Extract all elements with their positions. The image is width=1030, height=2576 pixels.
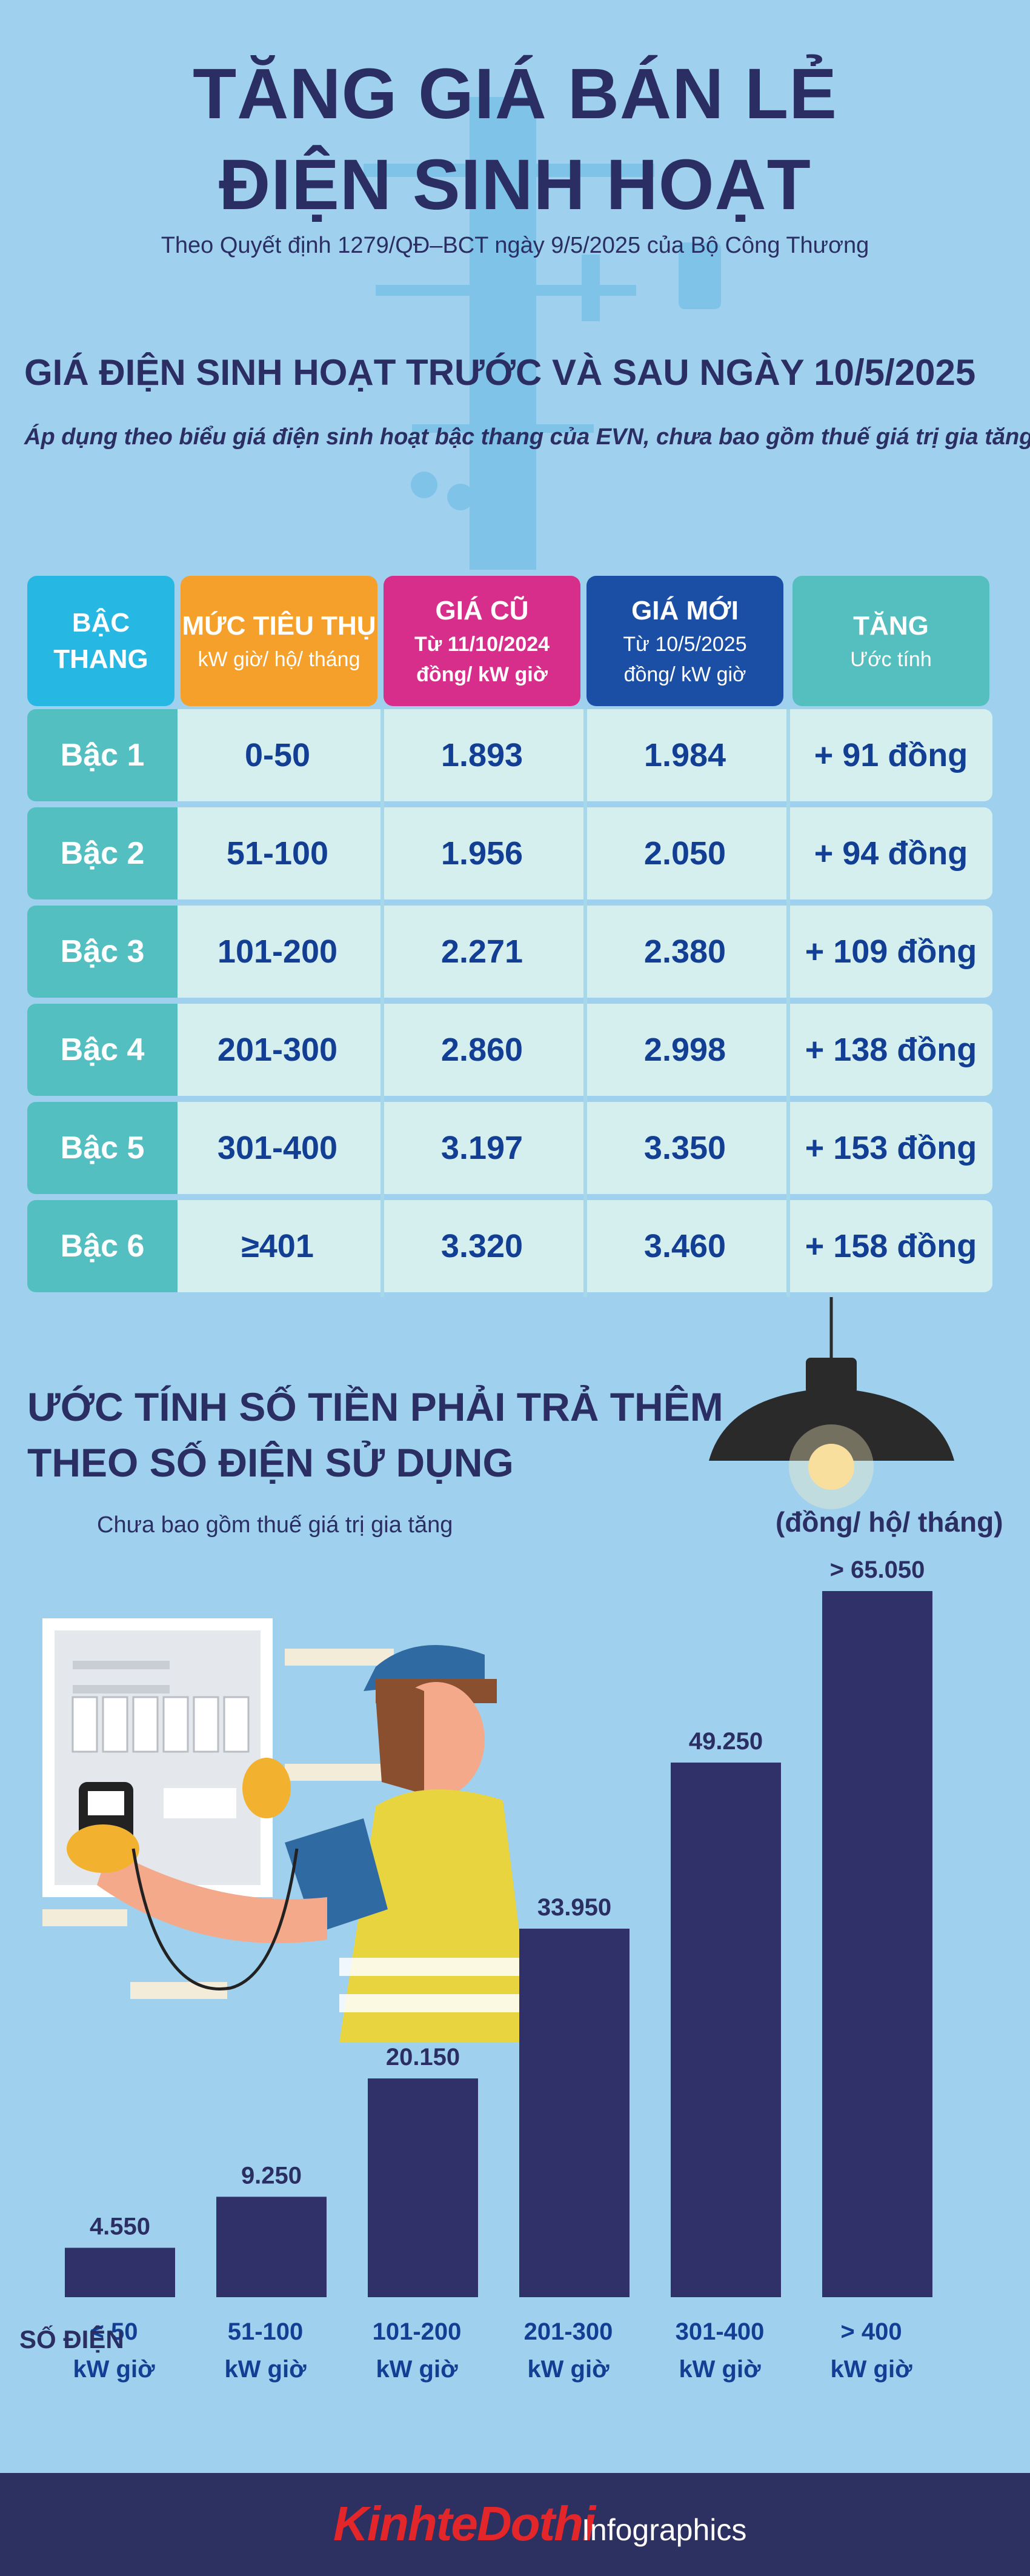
chart-category-label: 301-400 xyxy=(676,2318,765,2345)
header-consumption-line2: kW giờ/ hộ/ tháng xyxy=(198,647,360,671)
brand-suffix: Infographics xyxy=(582,2513,747,2547)
table-column-separator xyxy=(583,709,587,1297)
table-cell-old: 1.956 xyxy=(440,835,523,872)
utility-pole-illustration xyxy=(364,97,721,570)
chart-data-label: 9.250 xyxy=(241,2162,302,2189)
table-cell-range: ≥401 xyxy=(241,1228,314,1264)
section2-title: ƯỚC TÍNH SỐ TIỀN PHẢI TRẢ THÊM THEO SỐ Đ… xyxy=(27,1379,723,1490)
chart-bar xyxy=(65,2247,175,2297)
header-tier-line2: THANG xyxy=(53,644,148,674)
table-row-tier: Bậc 3 xyxy=(27,906,178,998)
table-cell-old: 1.893 xyxy=(440,737,523,773)
table-cell-old: 2.860 xyxy=(440,1032,523,1068)
chart-category-unit: kW giờ xyxy=(527,2356,610,2383)
chart-data-label: 20.150 xyxy=(386,2044,460,2070)
chart-data-label: 33.950 xyxy=(537,1894,611,1921)
header-new-price: GIÁ MỚI Từ 10/5/2025 đồng/ kW giờ xyxy=(586,576,783,706)
section2-title-line1: ƯỚC TÍNH SỐ TIỀN PHẢI TRẢ THÊM xyxy=(27,1384,723,1429)
chart-category-unit: kW giờ xyxy=(376,2356,458,2383)
table-cell-increase: + 91 đồng xyxy=(814,737,968,773)
header-new-price-line3: đồng/ kW giờ xyxy=(623,662,746,686)
x-axis-label: SỐ ĐIỆN xyxy=(19,2325,124,2354)
section1-title: GIÁ ĐIỆN SINH HOẠT TRƯỚC VÀ SAU NGÀY 10/… xyxy=(24,352,976,393)
header-increase-line2: Ước tính xyxy=(850,647,932,671)
table-cell-increase: + 138 đồng xyxy=(805,1032,977,1068)
section2-title-line2: THEO SỐ ĐIỆN SỬ DỤNG xyxy=(27,1440,514,1485)
main-title-line2: ĐIỆN SINH HOẠT xyxy=(219,145,811,225)
chart-data-label: > 65.050 xyxy=(830,1557,925,1583)
header-old-price-line2: Từ 11/10/2024 xyxy=(414,632,550,656)
hanging-lamp-illustration xyxy=(709,1297,954,1509)
main-title: TĂNG GIÁ BÁN LẺ ĐIỆN SINH HOẠT xyxy=(0,48,1030,230)
electrician-worker-illustration xyxy=(67,1645,533,2043)
header-consumption-line1: MỨC TIÊU THỤ xyxy=(182,610,376,641)
table-cell-old: 3.197 xyxy=(440,1130,523,1166)
chart-category-unit: kW giờ xyxy=(679,2356,761,2383)
table-cell-new: 2.998 xyxy=(643,1032,726,1068)
table-cell-range: 101-200 xyxy=(217,933,338,970)
header-new-price-line2: Từ 10/5/2025 xyxy=(623,632,747,656)
header-old-price: GIÁ CŨ Từ 11/10/2024 đồng/ kW giờ xyxy=(384,576,580,706)
footer-band xyxy=(0,2473,1030,2576)
chart-data-label: 4.550 xyxy=(90,2214,150,2240)
chart-category-unit: kW giờ xyxy=(224,2356,307,2383)
header-tier-line1: BẬC xyxy=(71,607,130,638)
table-cell-increase: + 158 đồng xyxy=(805,1228,977,1264)
header-tier: BẬC THANG xyxy=(27,576,174,706)
table-column-separator xyxy=(380,709,384,1297)
table-cell-range: 0-50 xyxy=(244,737,311,773)
chart-bar xyxy=(671,1762,781,2297)
chart-unit-label: (đồng/ hộ/ tháng) xyxy=(776,1506,1003,1538)
chart-category-label: < 50 xyxy=(90,2318,138,2345)
table-row-tier: Bậc 4 xyxy=(27,1004,178,1096)
chart-category-unit: kW giờ xyxy=(73,2356,155,2383)
table-cell-increase: + 153 đồng xyxy=(805,1130,977,1166)
table-row-tier: Bậc 2 xyxy=(27,807,178,899)
table-cell-old: 3.320 xyxy=(440,1228,523,1264)
table-cell-increase: + 94 đồng xyxy=(814,835,968,872)
main-subtitle: Theo Quyết định 1279/QĐ–BCT ngày 9/5/202… xyxy=(161,233,869,258)
chart-bar xyxy=(368,2078,478,2297)
header-old-price-line1: GIÁ CŨ xyxy=(435,595,529,626)
table-cell-new: 3.350 xyxy=(643,1130,726,1166)
section1-subtitle: Áp dụng theo biểu giá điện sinh hoạt bậc… xyxy=(24,424,1030,450)
table-cell-new: 1.984 xyxy=(643,737,726,773)
chart-category-label: 101-200 xyxy=(373,2318,462,2345)
section2-subtitle: Chưa bao gồm thuế giá trị gia tăng xyxy=(97,1512,453,1538)
table-cell-old: 2.271 xyxy=(440,933,523,970)
table-cell-range: 301-400 xyxy=(217,1130,338,1166)
header-old-price-line3: đồng/ kW giờ xyxy=(416,662,548,686)
table-cell-new: 2.380 xyxy=(643,933,726,970)
table-row-tier: Bậc 5 xyxy=(27,1102,178,1194)
chart-category-label: > 400 xyxy=(840,2318,902,2345)
chart-category-label: 51-100 xyxy=(228,2318,304,2345)
chart-category-unit: kW giờ xyxy=(830,2356,912,2383)
header-increase: TĂNG Ước tính xyxy=(792,576,989,706)
brand-logo: KinhteDothi xyxy=(333,2497,596,2551)
header-increase-line1: TĂNG xyxy=(853,610,929,641)
chart-bar xyxy=(822,1591,932,2297)
table-cell-range: 51-100 xyxy=(226,835,329,872)
chart-data-label: 49.250 xyxy=(689,1728,763,1755)
table-row-tier: Bậc 6 xyxy=(27,1200,178,1292)
table-cell-new: 2.050 xyxy=(643,835,726,872)
header-new-price-line1: GIÁ MỚI xyxy=(631,595,739,626)
table-cell-new: 3.460 xyxy=(643,1228,726,1264)
chart-bar xyxy=(216,2197,327,2297)
main-title-line1: TĂNG GIÁ BÁN LẺ xyxy=(193,54,837,134)
table-column-separator xyxy=(786,709,790,1297)
chart-bar xyxy=(519,1928,630,2297)
chart-category-label: 201-300 xyxy=(524,2318,613,2345)
table-row-tier: Bậc 1 xyxy=(27,709,178,801)
table-cell-increase: + 109 đồng xyxy=(805,933,977,970)
header-consumption: MỨC TIÊU THỤ kW giờ/ hộ/ tháng xyxy=(181,576,377,706)
table-cell-range: 201-300 xyxy=(217,1032,338,1068)
